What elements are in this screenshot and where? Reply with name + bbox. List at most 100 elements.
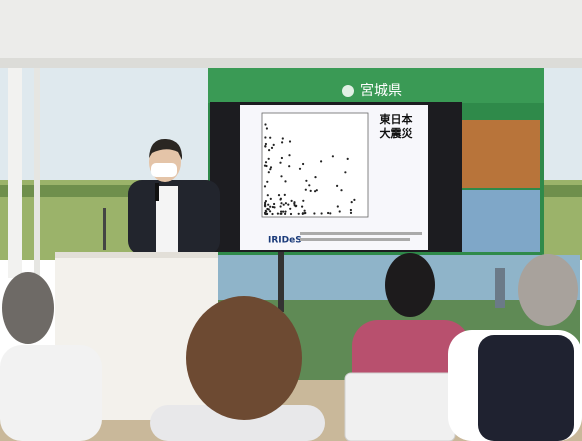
window-pillar xyxy=(8,68,22,278)
slide-dot xyxy=(273,144,275,146)
chair-back xyxy=(345,373,455,441)
slide-dot xyxy=(269,137,271,139)
speaker-shirt xyxy=(156,186,178,255)
audience-head xyxy=(2,272,54,344)
slide-dot xyxy=(265,143,267,145)
slide-dot xyxy=(284,211,286,213)
slide-dot xyxy=(302,212,304,214)
slide-caption-line xyxy=(300,238,410,241)
slide-dot xyxy=(289,140,291,142)
ceiling-edge xyxy=(0,58,582,68)
slide-dot xyxy=(344,171,346,173)
microphone xyxy=(155,183,159,201)
slide-dot xyxy=(347,158,349,160)
slide-caption-line xyxy=(300,232,422,235)
slide-dot xyxy=(267,204,269,206)
slide-dot xyxy=(329,212,331,214)
window-mullion xyxy=(34,68,40,278)
slide-dot xyxy=(266,127,268,129)
banner-title: 宮城県 xyxy=(360,83,402,99)
slide-dot xyxy=(272,206,274,208)
slide-dot xyxy=(264,203,266,205)
slide-dot xyxy=(268,171,270,173)
city-tower xyxy=(495,268,505,308)
banner-photo-autumn xyxy=(462,120,540,188)
slide-dot xyxy=(280,202,282,204)
slide-dot xyxy=(314,190,316,192)
slide-dot xyxy=(302,200,304,202)
slide-dot xyxy=(264,213,266,215)
slide-dot xyxy=(290,213,292,215)
slide-dot xyxy=(264,136,266,138)
slide-dot xyxy=(266,208,268,210)
slide-dot xyxy=(281,157,283,159)
mic-stand xyxy=(103,208,106,250)
slide-dot xyxy=(305,180,307,182)
podium-top xyxy=(55,252,218,258)
slide-dot xyxy=(291,200,293,202)
slide-dot xyxy=(279,198,281,200)
slide-dot xyxy=(271,213,273,215)
slide-dot xyxy=(269,210,271,212)
slide-dot xyxy=(304,210,306,212)
slide-dot xyxy=(321,212,323,214)
slide-dot xyxy=(268,158,270,160)
slide-dot xyxy=(280,213,282,215)
slide-logo: IRIDeS xyxy=(268,236,302,246)
slide-dot xyxy=(320,160,322,162)
slide-dot xyxy=(279,162,281,164)
slide-dot xyxy=(270,198,272,200)
slide-dot xyxy=(280,211,282,213)
slide-dot xyxy=(265,161,267,163)
slide-dot xyxy=(264,165,266,167)
slide-dot xyxy=(278,194,280,196)
slide-dot xyxy=(305,189,307,191)
slide-dot xyxy=(327,212,329,214)
slide-dot xyxy=(288,154,290,156)
slide-dot xyxy=(314,176,316,178)
audience-hair xyxy=(186,296,302,420)
slide-dot xyxy=(285,202,287,204)
slide-dot xyxy=(284,194,286,196)
slide-dot xyxy=(281,141,283,143)
slide-dot xyxy=(264,123,266,125)
slide-dot xyxy=(267,194,269,196)
audience-head xyxy=(518,254,578,326)
slide-dot xyxy=(308,184,310,186)
slide-title: 大震災 xyxy=(380,126,414,140)
slide-dot xyxy=(268,149,270,151)
slide-dot xyxy=(313,212,315,214)
tv-stand xyxy=(278,252,284,312)
slide-dot xyxy=(302,163,304,165)
audience-shirt xyxy=(0,345,102,441)
slide-dot xyxy=(284,180,286,182)
slide-dot xyxy=(283,204,285,206)
slide-dot xyxy=(301,206,303,208)
slide-dot xyxy=(264,145,266,147)
slide-dot xyxy=(264,185,266,187)
slide-dot xyxy=(277,213,279,215)
slide-dot xyxy=(350,209,352,211)
slide-dot xyxy=(310,190,312,192)
photo-scene: 宮城県 東日本 大震災 IRIDeS xyxy=(0,0,582,441)
slide-dot xyxy=(289,208,291,210)
slide-dot xyxy=(266,181,268,183)
slide-dot xyxy=(287,204,289,206)
slide-dot xyxy=(280,175,282,177)
slide-dot xyxy=(271,147,273,149)
slide-dot xyxy=(339,210,341,212)
slide-dot xyxy=(336,185,338,187)
slide-dot xyxy=(332,155,334,157)
slide-dot xyxy=(280,205,282,207)
audience-hair xyxy=(385,253,435,317)
slide-dot xyxy=(304,212,306,214)
banner-photo-coast xyxy=(462,190,540,252)
slide-dot xyxy=(282,137,284,139)
slide-dot xyxy=(293,201,295,203)
slide-dot xyxy=(269,206,271,208)
slide-dot xyxy=(299,168,301,170)
banner-logo xyxy=(342,85,354,97)
slide-dot xyxy=(295,205,297,207)
slide-dot xyxy=(351,201,353,203)
speaker-mask xyxy=(151,163,177,177)
